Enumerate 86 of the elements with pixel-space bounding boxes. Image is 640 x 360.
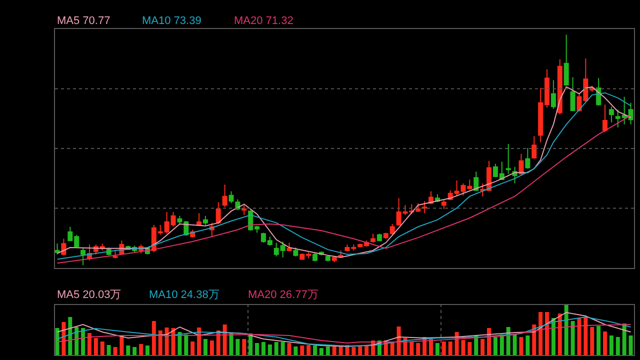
bar bbox=[210, 340, 214, 355]
bar bbox=[197, 328, 202, 355]
bar bbox=[74, 327, 79, 355]
bar bbox=[468, 342, 472, 355]
bar bbox=[113, 347, 118, 355]
bar bbox=[532, 324, 536, 355]
bar bbox=[203, 339, 208, 355]
bar bbox=[94, 338, 98, 355]
bar bbox=[506, 327, 510, 355]
candlestick bbox=[370, 233, 376, 244]
bar bbox=[287, 343, 292, 355]
bar bbox=[68, 317, 72, 355]
bar bbox=[242, 339, 246, 355]
bar bbox=[577, 318, 582, 355]
bar bbox=[416, 343, 420, 355]
bar bbox=[500, 334, 504, 355]
bar bbox=[261, 342, 266, 355]
bar bbox=[609, 336, 614, 355]
bar bbox=[280, 342, 285, 355]
bar bbox=[461, 340, 466, 355]
bar bbox=[545, 312, 549, 355]
bar bbox=[313, 346, 318, 355]
text: MA5 70.77 bbox=[57, 15, 110, 27]
bar bbox=[590, 327, 594, 355]
bar bbox=[596, 326, 601, 355]
bar bbox=[396, 326, 401, 355]
bar bbox=[216, 330, 220, 355]
bar bbox=[222, 324, 227, 355]
bar bbox=[487, 328, 492, 355]
bar bbox=[190, 342, 195, 355]
bar bbox=[493, 337, 498, 355]
bar bbox=[538, 312, 543, 355]
bar bbox=[429, 339, 434, 355]
bar bbox=[126, 346, 130, 355]
bar bbox=[352, 347, 356, 355]
bar bbox=[158, 330, 162, 355]
bar bbox=[139, 344, 144, 355]
bar bbox=[332, 346, 336, 355]
bar bbox=[628, 336, 633, 355]
bar bbox=[551, 318, 556, 355]
bar bbox=[171, 328, 176, 355]
bar bbox=[145, 346, 150, 355]
bar bbox=[558, 314, 562, 355]
text: MA20 71.32 bbox=[234, 15, 294, 27]
bar bbox=[132, 347, 137, 355]
bar bbox=[603, 332, 607, 355]
text: MA10 73.39 bbox=[142, 15, 202, 27]
text: MA5 20.03万 bbox=[57, 289, 122, 301]
text: MA20 26.77万 bbox=[248, 289, 318, 301]
bar bbox=[364, 346, 369, 355]
text: MA10 24.38万 bbox=[149, 289, 220, 301]
bar bbox=[184, 334, 188, 355]
bar bbox=[622, 324, 626, 355]
bar bbox=[81, 328, 86, 355]
bar bbox=[306, 345, 311, 355]
candlestick bbox=[506, 144, 511, 174]
bar bbox=[526, 336, 530, 355]
bar bbox=[570, 321, 575, 355]
bar bbox=[164, 328, 169, 355]
bar bbox=[616, 337, 620, 355]
bar bbox=[564, 305, 568, 355]
bar bbox=[255, 343, 260, 355]
bar bbox=[294, 346, 298, 355]
bar bbox=[87, 333, 92, 355]
bar bbox=[358, 346, 362, 355]
bar bbox=[268, 344, 272, 355]
bar bbox=[55, 328, 60, 355]
bar bbox=[120, 336, 124, 355]
bar bbox=[326, 346, 330, 355]
bar bbox=[319, 348, 324, 355]
bar bbox=[338, 346, 343, 355]
bar bbox=[410, 342, 414, 355]
bar bbox=[519, 337, 524, 355]
bar bbox=[300, 346, 304, 355]
bar bbox=[512, 334, 517, 355]
bar bbox=[480, 339, 485, 355]
bar bbox=[178, 332, 182, 355]
bar bbox=[435, 343, 440, 355]
bar bbox=[274, 342, 278, 355]
bar bbox=[106, 345, 111, 355]
bar bbox=[152, 321, 156, 355]
bar bbox=[236, 339, 240, 355]
bar bbox=[442, 342, 446, 355]
bar bbox=[448, 342, 452, 355]
bar bbox=[100, 342, 104, 355]
bar bbox=[584, 317, 588, 355]
